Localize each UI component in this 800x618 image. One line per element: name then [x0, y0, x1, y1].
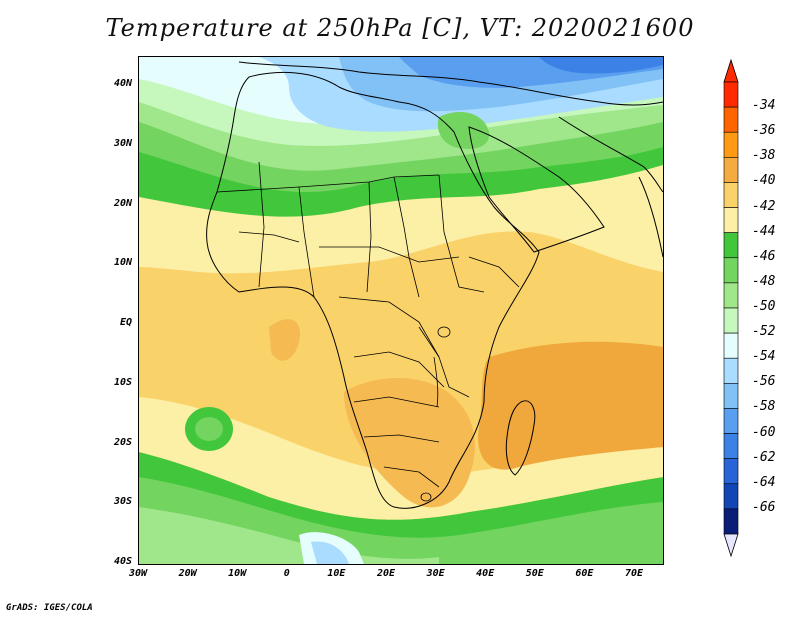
- lat-label: 30S: [113, 496, 132, 508]
- lon-label: 40E: [476, 568, 495, 579]
- lon-label: 10E: [327, 568, 346, 579]
- lon-label: 70E: [624, 568, 644, 579]
- coastlines: [206, 61, 663, 509]
- lon-label: 30E: [426, 568, 445, 579]
- colorbar-swatch: [723, 207, 739, 233]
- coastline-madagascar: [505, 400, 536, 476]
- field-band-minus50-north: [139, 77, 663, 146]
- colorbar-label: -54: [752, 349, 776, 365]
- lon-label: 20E: [376, 568, 396, 579]
- colorbar-swatch: [723, 433, 739, 459]
- lon-label: 50E: [525, 568, 544, 579]
- colorbar-label: -62: [752, 449, 776, 465]
- field-band-minus54-south: [311, 541, 349, 564]
- lon-label: 60E: [575, 568, 594, 579]
- field-island-minus46: [195, 417, 223, 441]
- field-band-minus38-west: [269, 319, 300, 361]
- colorbar-label: -46: [752, 248, 776, 264]
- field-patch-minus46-egypt: [437, 112, 490, 149]
- lat-label: 20N: [113, 197, 132, 209]
- field-band-minus46-north: [139, 117, 663, 193]
- lat-label: 10S: [113, 376, 132, 388]
- lat-label: 20S: [113, 436, 132, 448]
- field-band-minus38-east: [478, 341, 663, 470]
- colorbar-swatch: [723, 131, 739, 158]
- map-title: Temperature at 250hPa [C], VT: 202002160…: [105, 14, 695, 42]
- colorbar-label: -50: [752, 299, 776, 314]
- colorbar-swatch: [723, 232, 739, 259]
- field-band-minus44-north: [139, 142, 663, 217]
- map-plot-area: [138, 56, 664, 565]
- colorbar-swatch: [723, 332, 739, 359]
- coastline-africa: [206, 71, 540, 509]
- colorbar-swatch: [723, 357, 739, 384]
- colorbar-label: -44: [752, 223, 776, 239]
- colorbar-swatch: [723, 81, 739, 108]
- colorbar-swatch: [723, 383, 739, 409]
- colorbar-label: -42: [752, 198, 776, 214]
- field-band-minus60-north: [539, 57, 663, 74]
- temperature-map: [139, 57, 663, 564]
- lakes: [420, 326, 451, 502]
- colorbar-bottom-triangle: [723, 533, 739, 558]
- field-band-minus42-south: [139, 397, 663, 520]
- colorbar-label: -60: [752, 424, 776, 440]
- coastline-europe: [238, 61, 663, 106]
- coastline-persia: [558, 116, 663, 193]
- field-band-minus48-south: [139, 507, 439, 564]
- colorbar-swatch: [723, 257, 739, 284]
- colorbar-swatch: [723, 458, 739, 485]
- colorbar-top-triangle: [723, 58, 739, 83]
- colorbar-swatch: [723, 157, 739, 183]
- field-band-minus48-north: [139, 97, 663, 171]
- colorbar-label: -40: [752, 173, 776, 189]
- lon-label: 30W: [128, 568, 148, 579]
- colorbar-swatch: [723, 483, 739, 510]
- lat-label: EQ: [119, 317, 132, 328]
- colorbar-swatch: [723, 508, 739, 535]
- colorbar-swatch: [723, 307, 739, 334]
- lat-label: 10N: [113, 257, 132, 269]
- lat-label: 40N: [113, 78, 132, 89]
- credit-label: GrADS: IGES/COLA: [6, 603, 93, 613]
- colorbar-label: -56: [752, 374, 776, 390]
- colorbar-swatch: [723, 282, 739, 309]
- lat-label: 30N: [113, 137, 132, 149]
- colorbar-swatch: [723, 182, 739, 208]
- colorbar-label: -34: [752, 98, 776, 114]
- colorbar: [723, 58, 739, 558]
- country-borders: [216, 161, 520, 488]
- colorbar-swatch: [723, 106, 739, 133]
- colorbar-label: -38: [752, 148, 776, 164]
- lat-label: 40S: [113, 556, 132, 567]
- lon-label: 20W: [178, 568, 197, 579]
- colorbar-label: -58: [752, 399, 776, 415]
- lon-label: 0: [283, 568, 290, 579]
- colorbar-label: -48: [752, 273, 776, 289]
- colorbar-label: -52: [752, 324, 776, 340]
- colorbar-label: -66: [752, 499, 776, 515]
- colorbar-label: -36: [752, 123, 776, 139]
- field-band-minus38-interior: [344, 377, 475, 508]
- coastline-india: [638, 176, 663, 258]
- lon-label: 10W: [228, 568, 247, 579]
- coastline-arabia: [468, 126, 605, 253]
- colorbar-swatch: [723, 408, 739, 434]
- colorbar-label: -64: [752, 474, 776, 490]
